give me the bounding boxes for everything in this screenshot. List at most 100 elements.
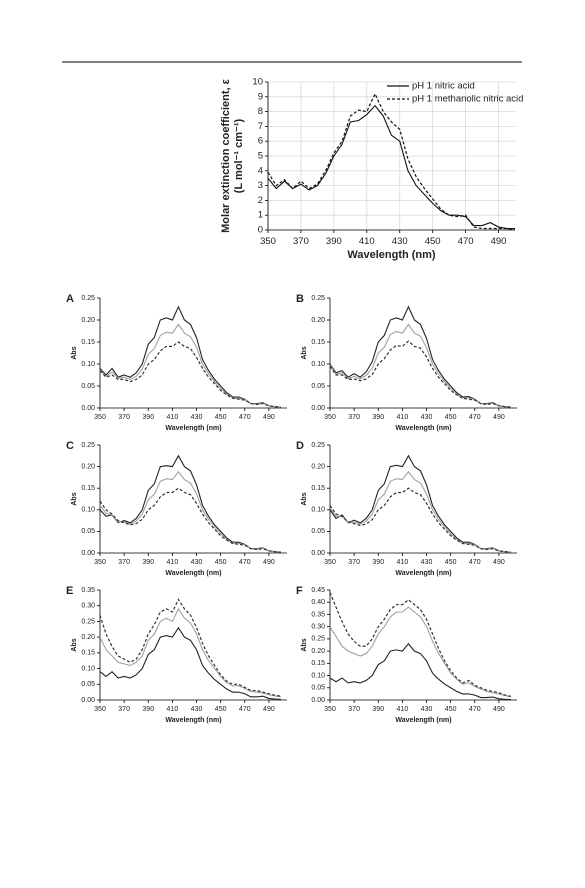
x-tick-label: 470 xyxy=(239,559,251,566)
y-tick-label: 0.20 xyxy=(311,463,325,470)
y-tick-label: 0.20 xyxy=(81,463,95,470)
x-tick-label: 450 xyxy=(445,414,457,421)
y-tick-label: 0.35 xyxy=(81,587,95,594)
y-axis-label: Abs xyxy=(301,492,308,505)
x-tick-label: 450 xyxy=(425,236,441,247)
y-tick-label: 4 xyxy=(258,165,263,176)
x-tick-label: 450 xyxy=(215,706,227,713)
x-tick-label: 490 xyxy=(491,236,507,247)
x-tick-label: 490 xyxy=(263,559,275,566)
panel-label: D xyxy=(296,440,304,452)
x-tick-label: 430 xyxy=(191,706,203,713)
x-axis-label: Wavelength (nm) xyxy=(395,570,451,577)
y-tick-label: 0.25 xyxy=(81,442,95,449)
y-tick-label: 0.10 xyxy=(311,361,325,368)
x-tick-label: 470 xyxy=(469,559,481,566)
y-tick-label: 3 xyxy=(258,180,263,191)
y-tick-label: 0.45 xyxy=(311,587,325,594)
x-tick-label: 350 xyxy=(260,236,276,247)
x-tick-label: 410 xyxy=(397,559,409,566)
y-tick-label: 0.15 xyxy=(81,339,95,346)
y-tick-label: 0.15 xyxy=(81,650,95,657)
spectrum-line xyxy=(329,340,512,408)
y-tick-label: 8 xyxy=(258,106,263,117)
y-axis-label: Abs xyxy=(301,638,308,651)
spectrum-line xyxy=(99,607,282,698)
y-tick-label: 0 xyxy=(258,225,263,236)
y-tick-label: 7 xyxy=(258,121,263,132)
x-axis-label: Wavelength (nm) xyxy=(165,425,221,432)
x-tick-label: 410 xyxy=(167,414,179,421)
y-tick-label: 0.25 xyxy=(311,636,325,643)
y-tick-label: 0.20 xyxy=(311,648,325,655)
y-tick-label: 0.00 xyxy=(311,697,325,704)
panel-label: B xyxy=(296,293,304,305)
spectrum-line xyxy=(99,341,282,408)
y-tick-label: 0.10 xyxy=(311,672,325,679)
legend-label: pH 1 methanolic nitric acid xyxy=(412,94,523,105)
y-tick-label: 0.30 xyxy=(311,624,325,631)
x-axis-label: Wavelength (nm) xyxy=(395,717,451,724)
x-tick-label: 350 xyxy=(324,706,336,713)
x-tick-label: 430 xyxy=(421,706,433,713)
y-tick-label: 9 xyxy=(258,91,263,102)
x-tick-label: 370 xyxy=(348,414,360,421)
x-tick-label: 410 xyxy=(359,236,375,247)
x-tick-label: 350 xyxy=(94,559,106,566)
x-tick-label: 390 xyxy=(142,706,154,713)
x-axis-label: Wavelength (nm) xyxy=(347,249,436,261)
legend-label: pH 1 nitric acid xyxy=(412,81,475,92)
x-tick-label: 410 xyxy=(397,414,409,421)
y-tick-label: 2 xyxy=(258,195,263,206)
x-tick-label: 370 xyxy=(348,559,360,566)
y-tick-label: 0.00 xyxy=(311,550,325,557)
x-tick-label: 430 xyxy=(421,414,433,421)
x-tick-label: 410 xyxy=(167,706,179,713)
y-tick-label: 0.05 xyxy=(81,681,95,688)
x-tick-label: 350 xyxy=(324,559,336,566)
x-tick-label: 450 xyxy=(215,414,227,421)
x-tick-label: 450 xyxy=(215,559,227,566)
y-tick-label: 0.15 xyxy=(311,339,325,346)
x-tick-label: 350 xyxy=(324,414,336,421)
y-tick-label: 0.20 xyxy=(311,317,325,324)
x-tick-label: 390 xyxy=(142,559,154,566)
x-tick-label: 490 xyxy=(263,414,275,421)
x-tick-label: 470 xyxy=(469,706,481,713)
panel-label: C xyxy=(66,440,74,452)
y-tick-label: 0.25 xyxy=(311,442,325,449)
y-tick-label: 0.25 xyxy=(311,295,325,302)
y-tick-label: 0.30 xyxy=(81,603,95,610)
y-tick-label: 0.20 xyxy=(81,317,95,324)
x-tick-label: 390 xyxy=(326,236,342,247)
y-tick-label: 0.00 xyxy=(81,550,95,557)
x-tick-label: 430 xyxy=(392,236,408,247)
x-tick-label: 470 xyxy=(239,414,251,421)
x-tick-label: 370 xyxy=(118,414,130,421)
x-tick-label: 470 xyxy=(458,236,474,247)
spectrum-line xyxy=(329,592,512,697)
x-tick-label: 370 xyxy=(118,559,130,566)
y-axis-label: Abs xyxy=(71,638,78,651)
spectrum-line xyxy=(329,642,511,701)
x-tick-label: 490 xyxy=(493,414,505,421)
y-tick-label: 0.25 xyxy=(81,618,95,625)
y-tick-label: 5 xyxy=(258,151,263,162)
x-tick-label: 430 xyxy=(191,559,203,566)
y-tick-label: 0.25 xyxy=(81,295,95,302)
panel-label: A xyxy=(66,293,74,305)
y-tick-label: 0.05 xyxy=(81,528,95,535)
y-tick-label: 0.05 xyxy=(81,383,95,390)
y-tick-label: 0.40 xyxy=(311,599,325,606)
y-tick-label: 10 xyxy=(252,77,263,88)
x-tick-label: 430 xyxy=(421,559,433,566)
x-tick-label: 370 xyxy=(293,236,309,247)
panel-label: F xyxy=(296,585,303,597)
y-tick-label: 0.00 xyxy=(81,405,95,412)
x-tick-label: 350 xyxy=(94,414,106,421)
x-tick-label: 410 xyxy=(167,559,179,566)
y-axis-label: Abs xyxy=(71,346,78,359)
x-tick-label: 490 xyxy=(493,706,505,713)
